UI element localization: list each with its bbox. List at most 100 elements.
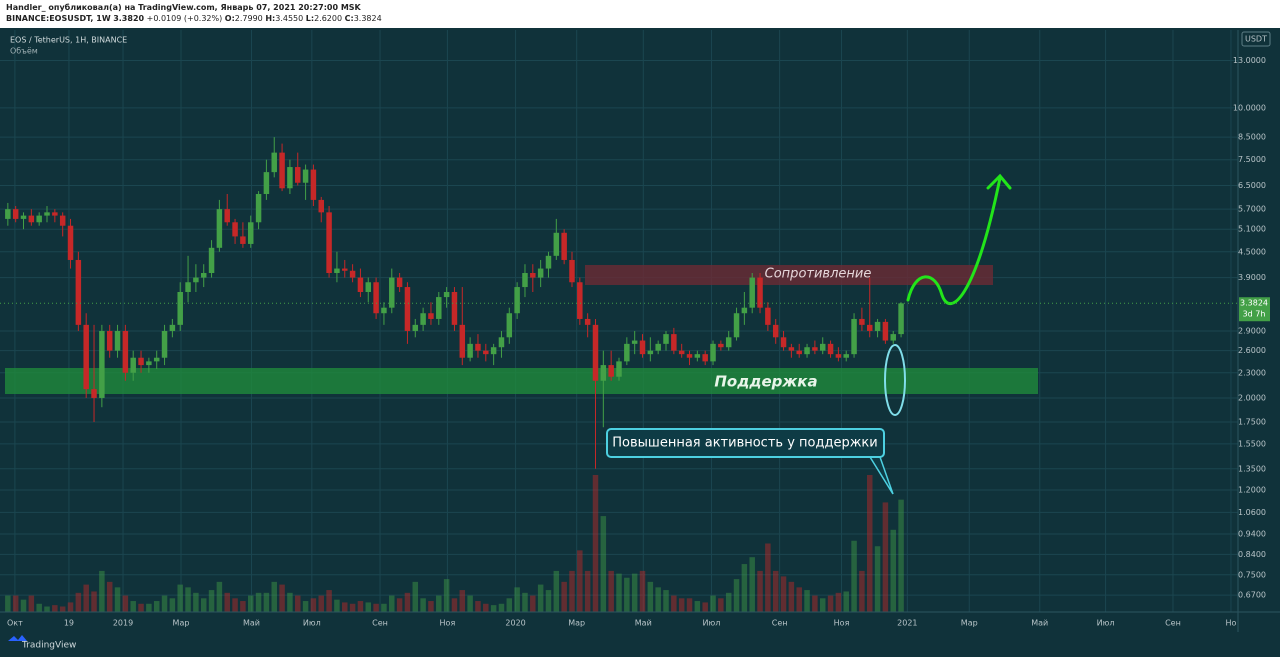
- candles: [5, 137, 904, 469]
- resistance-zone: [585, 265, 993, 285]
- volume-bar: [749, 557, 755, 612]
- y-tick-label: 0.9400: [1238, 530, 1266, 539]
- volume-bar: [569, 570, 575, 612]
- volume-bar: [404, 592, 411, 612]
- volume-bar: [302, 601, 309, 612]
- brand-logo: [8, 635, 27, 641]
- candle-body: [334, 268, 340, 274]
- candle-body: [177, 291, 183, 325]
- last-price-label: 3.3824: [1240, 299, 1268, 308]
- candle-body: [718, 343, 724, 348]
- volume-bar: [334, 599, 340, 612]
- candle-body: [663, 334, 669, 344]
- candle-body: [678, 350, 685, 355]
- volume-bar: [882, 502, 889, 612]
- volume-bar: [592, 475, 599, 612]
- volume-bar: [373, 603, 379, 612]
- volume-bar: [381, 603, 387, 612]
- candle-body: [365, 282, 372, 292]
- volume-bar: [412, 581, 419, 612]
- candle-body: [702, 354, 708, 362]
- last: 3.3820: [113, 14, 145, 23]
- chart-title: EOS / TetherUS, 1H, BINANCE: [10, 36, 127, 45]
- volume-bar: [772, 570, 779, 612]
- y-tick-label: 1.5500: [1238, 439, 1266, 448]
- candle-body: [52, 212, 58, 216]
- candle-body: [12, 209, 19, 219]
- candle-body: [733, 313, 740, 338]
- callout-box: [606, 428, 885, 458]
- volume-bar: [75, 592, 82, 612]
- volume-bar: [193, 592, 199, 612]
- volume-bar: [200, 598, 207, 612]
- candle-body: [342, 268, 348, 271]
- volume-bar: [216, 581, 223, 612]
- volume-bar: [263, 592, 270, 612]
- volume-bar: [631, 573, 638, 612]
- candle-body: [28, 215, 35, 223]
- candle-body: [506, 313, 513, 338]
- volume-bar: [663, 590, 669, 612]
- volume-label: Объём: [10, 47, 38, 56]
- volume-bar: [475, 601, 481, 612]
- candle-body: [271, 152, 277, 173]
- candle-body: [451, 291, 458, 325]
- candle-body: [310, 169, 317, 200]
- y-tick-label: 5.1000: [1238, 225, 1266, 234]
- volume-bar: [710, 595, 716, 612]
- candle-body: [514, 287, 520, 314]
- x-tick-label: Мар: [568, 619, 585, 628]
- volume-bar: [725, 592, 732, 612]
- volume-bar: [577, 550, 583, 612]
- ohlc-key: H:: [265, 14, 276, 23]
- volume-bar: [428, 601, 434, 612]
- volume-bar: [600, 516, 607, 612]
- volume: [5, 475, 904, 612]
- candle-body: [537, 268, 544, 278]
- x-tick-label: Сен: [772, 619, 788, 628]
- candle-body: [326, 212, 332, 274]
- last-price-box: [1239, 297, 1270, 322]
- candle-body: [114, 330, 121, 351]
- candle-body: [91, 389, 97, 398]
- y-tick-label: 2.3000: [1238, 368, 1266, 377]
- candle-body: [812, 347, 818, 351]
- candle-body: [577, 282, 583, 319]
- candle-body: [616, 361, 622, 377]
- volume-bar: [122, 595, 129, 612]
- volume-bar: [420, 598, 426, 612]
- candle-body: [608, 365, 614, 377]
- candle-body: [106, 330, 113, 351]
- x-tick-label: Июл: [703, 619, 721, 628]
- volume-bar: [804, 590, 810, 612]
- candle-body: [59, 215, 66, 226]
- volume-bar: [741, 564, 748, 612]
- candle-body: [631, 340, 638, 344]
- candle-body: [216, 209, 223, 248]
- grid: [0, 30, 1238, 612]
- candle-body: [483, 350, 489, 355]
- candle-body: [75, 259, 82, 325]
- candle-body: [232, 222, 238, 237]
- candle-body: [83, 324, 89, 390]
- candle-body: [193, 277, 199, 283]
- volume-bar: [365, 602, 372, 612]
- volume-bar: [208, 590, 215, 612]
- y-tick-label: 6.5000: [1238, 181, 1266, 190]
- volume-bar: [866, 475, 873, 612]
- volume-bar: [545, 590, 552, 612]
- candle-body: [404, 287, 411, 331]
- x-tick-label: Май: [635, 619, 652, 628]
- candle-body: [5, 209, 11, 219]
- x-tick-label: Мар: [961, 619, 978, 628]
- candle-body: [279, 152, 285, 189]
- y-tick-label: 1.7500: [1238, 418, 1266, 427]
- candle-body: [584, 318, 591, 325]
- volume-bar: [851, 540, 857, 612]
- volume-bar: [279, 584, 285, 612]
- candle-body: [138, 357, 144, 366]
- volume-bar: [898, 499, 904, 612]
- volume-bar: [114, 587, 121, 612]
- volume-bar: [177, 584, 183, 612]
- volume-bar: [146, 603, 152, 612]
